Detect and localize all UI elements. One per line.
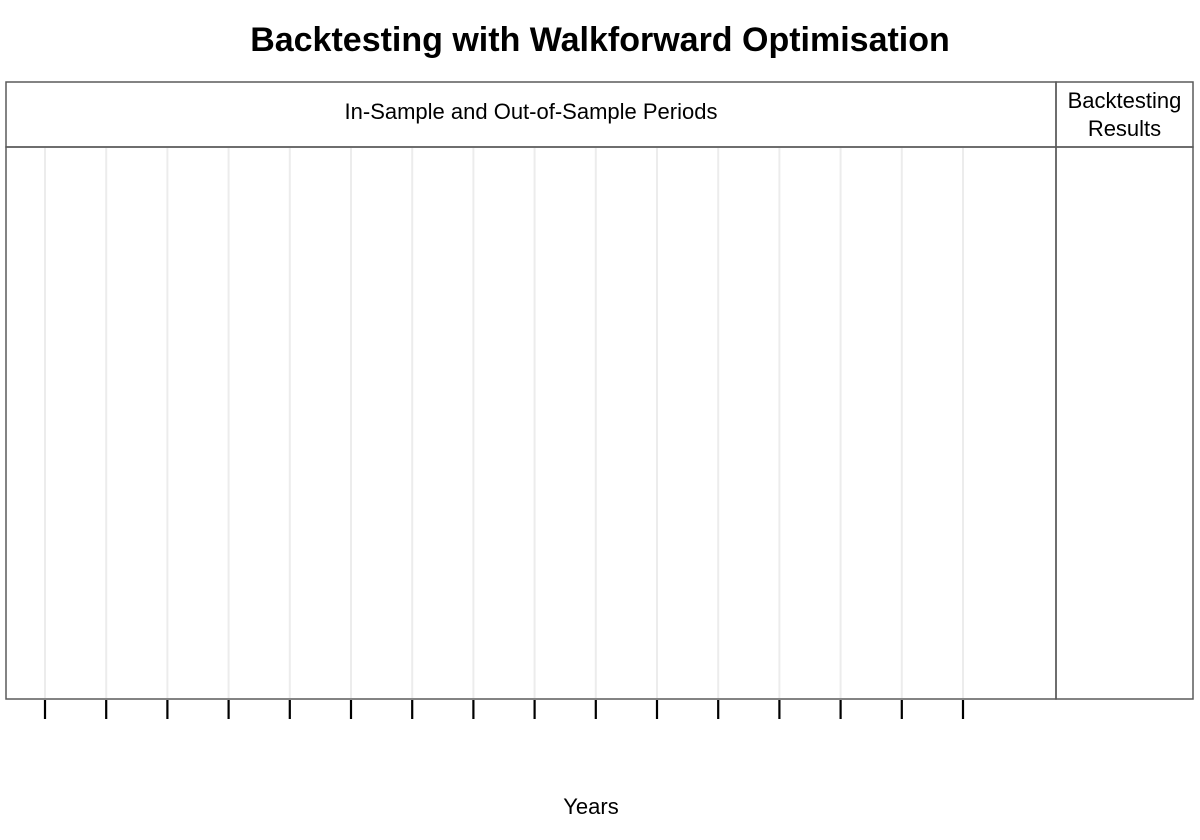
gridlines	[44, 148, 964, 698]
results-panel	[1055, 146, 1194, 700]
periods-panel-header: In-Sample and Out-of-Sample Periods	[345, 99, 718, 124]
periods-panel	[5, 146, 1057, 700]
x-axis-ticks	[43, 700, 965, 719]
results-panel-header-line-2: Results	[1088, 116, 1161, 141]
x-axis-label: Years	[563, 794, 618, 819]
results-panel-header-line-1: Backtesting	[1068, 88, 1182, 113]
chart-title: Backtesting with Walkforward Optimisatio…	[250, 21, 950, 59]
